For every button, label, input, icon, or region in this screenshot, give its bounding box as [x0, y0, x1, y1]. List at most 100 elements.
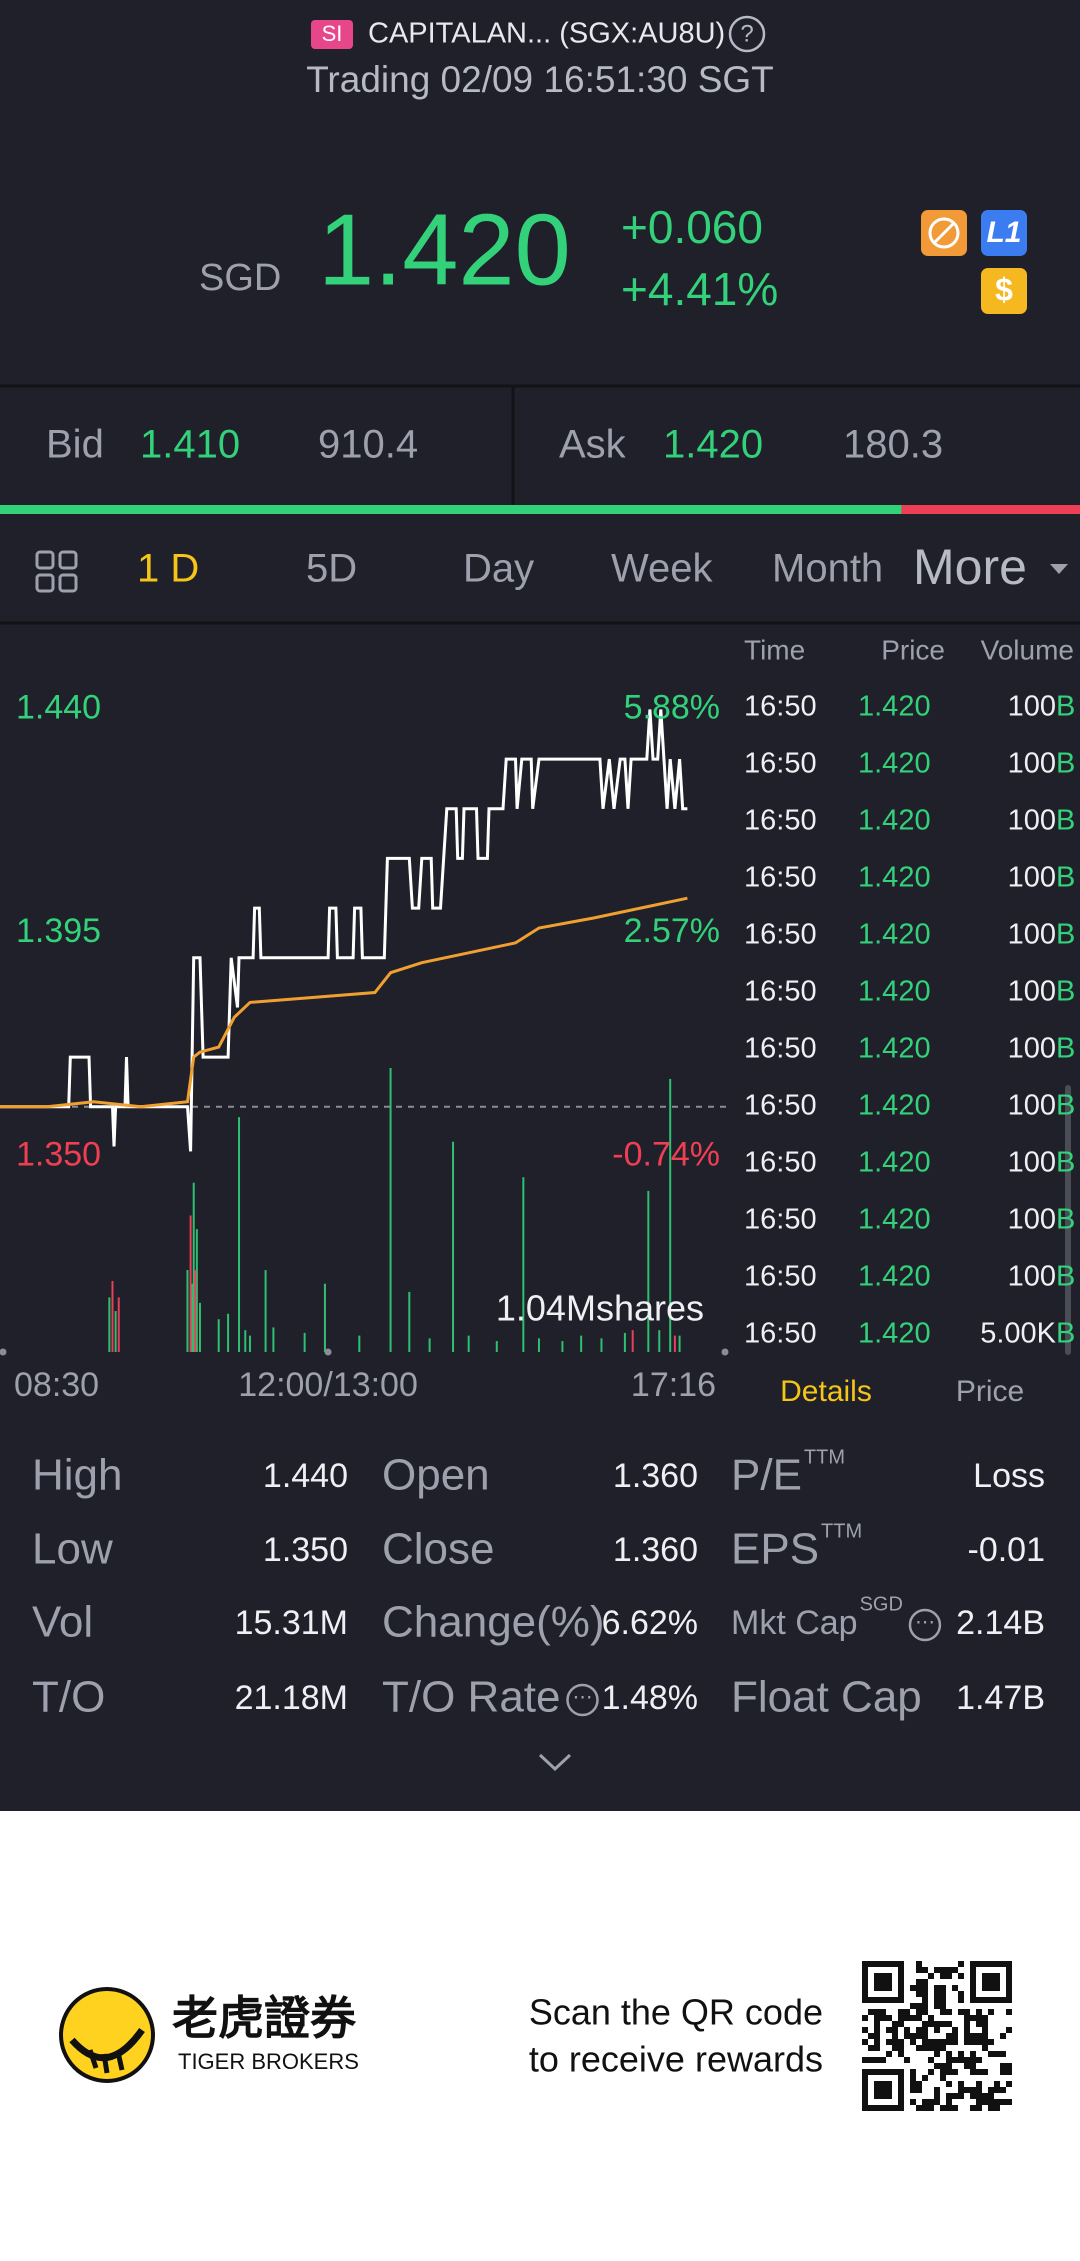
x-tick-label: 17:16: [631, 1366, 716, 1404]
period-tab[interactable]: Week: [611, 547, 714, 591]
expand-chevron[interactable]: [538, 1753, 572, 1772]
qr-module: [922, 2009, 928, 2015]
qr-module: [940, 2075, 946, 2081]
qr-module: [916, 2105, 922, 2111]
qr-module: [958, 2081, 964, 2087]
qr-module: [982, 2033, 988, 2039]
detail-tab[interactable]: Price: [956, 1375, 1024, 1408]
qr-module: [940, 1997, 946, 2003]
price-change: +0.060: [621, 201, 763, 253]
qr-module: [934, 2051, 940, 2057]
qr-module: [964, 2063, 970, 2069]
stat-label: Mkt Cap: [731, 1604, 858, 1642]
volume-bar: [428, 1338, 431, 1352]
stat-label: EPS: [731, 1525, 819, 1574]
qr-module: [976, 2021, 982, 2027]
trade-time: 16:50: [744, 1033, 817, 1065]
period-tab[interactable]: 1 D: [137, 547, 199, 591]
volume-bar: [192, 1182, 195, 1352]
volume-bar: [658, 1330, 661, 1352]
qr-module: [934, 2021, 940, 2027]
trade-time: 16:50: [744, 748, 817, 780]
volume-bar: [673, 1335, 676, 1352]
qr-module: [892, 2021, 898, 2027]
qr-module: [928, 2099, 934, 2105]
qr-module: [976, 2087, 982, 2093]
trade-header: Price: [881, 634, 945, 665]
bid-ratio-bar: [0, 505, 902, 514]
qr-module: [958, 2093, 964, 2099]
period-tab[interactable]: Month: [772, 547, 883, 591]
short-sell-icon-slash: [932, 221, 956, 245]
trade-side: B: [1056, 1033, 1075, 1065]
qr-module: [892, 2045, 898, 2051]
trade-time: 16:50: [744, 1261, 817, 1293]
qr-module: [892, 2027, 898, 2033]
qr-module: [910, 2069, 916, 2075]
qr-module: [916, 2087, 922, 2093]
qr-module: [976, 2057, 982, 2063]
brand-cn: 老虎證券: [172, 1992, 357, 2044]
qr-module: [958, 2057, 964, 2063]
trade-price: 1.420: [858, 919, 931, 951]
volume-bar: [580, 1335, 583, 1352]
ask-ratio-bar: [901, 505, 1080, 514]
qr-module: [952, 2033, 958, 2039]
trade-time: 16:50: [744, 805, 817, 837]
volume-bar: [408, 1291, 411, 1352]
qr-module: [964, 2027, 970, 2033]
qr-module: [964, 2057, 970, 2063]
qr-module: [946, 2039, 952, 2045]
layout-icon[interactable]: [35, 550, 78, 593]
y2-tick-label: -0.74%: [612, 1136, 720, 1174]
stat-label: Float Cap: [731, 1673, 922, 1722]
qr-module: [904, 2057, 910, 2063]
detail-tab[interactable]: Details: [780, 1375, 872, 1408]
trade-side: B: [1056, 1147, 1075, 1179]
qr-module: [1006, 2069, 1012, 2075]
trade-time: 16:50: [744, 691, 817, 723]
qr-code[interactable]: [862, 1961, 1012, 2111]
info-icon[interactable]: [908, 1608, 942, 1642]
stat-label: P/E: [731, 1451, 802, 1500]
stat-value: 2.14B: [956, 1604, 1045, 1642]
qr-module: [934, 2045, 940, 2051]
qr-module: [1006, 2063, 1012, 2069]
trade-side: B: [1056, 1204, 1075, 1236]
currency-icon[interactable]: [981, 268, 1027, 314]
stat-label: Open: [382, 1451, 490, 1500]
qr-module: [1006, 2099, 1012, 2105]
qr-module: [946, 1967, 952, 1973]
stock-name[interactable]: CAPITALAN... (SGX:AU8U): [368, 18, 725, 50]
qr-module: [916, 1985, 922, 1991]
period-tab[interactable]: 5D: [306, 547, 357, 591]
info-icon[interactable]: [566, 1683, 599, 1717]
help-icon-mark: ?: [740, 20, 753, 47]
help-icon[interactable]: [728, 15, 766, 53]
qr-module: [976, 2039, 982, 2045]
qr-module: [898, 2021, 904, 2027]
qr-module: [946, 2093, 952, 2099]
level1-icon[interactable]: [981, 210, 1027, 256]
qr-module: [988, 2099, 994, 2105]
qr-module: [928, 2045, 934, 2051]
trade-time: 16:50: [744, 976, 817, 1008]
qr-module: [994, 2105, 1000, 2111]
stat-value: 1.350: [263, 1531, 348, 1569]
qr-module: [934, 2093, 940, 2099]
qr-finder: [874, 2081, 892, 2099]
qr-module: [922, 2099, 928, 2105]
qr-module: [970, 2063, 976, 2069]
period-tab[interactable]: Day: [463, 547, 534, 591]
period-tab[interactable]: More: [913, 539, 1027, 595]
stat-label: High: [32, 1451, 123, 1500]
qr-module: [958, 2009, 964, 2015]
qr-module: [874, 2033, 880, 2039]
bid-price: 1.410: [140, 423, 240, 467]
trade-price: 1.420: [858, 976, 931, 1008]
x-tick-label: 08:30: [14, 1366, 99, 1404]
trade-time: 16:50: [744, 1318, 817, 1350]
qr-module: [994, 2051, 1000, 2057]
qr-module: [928, 2069, 934, 2075]
